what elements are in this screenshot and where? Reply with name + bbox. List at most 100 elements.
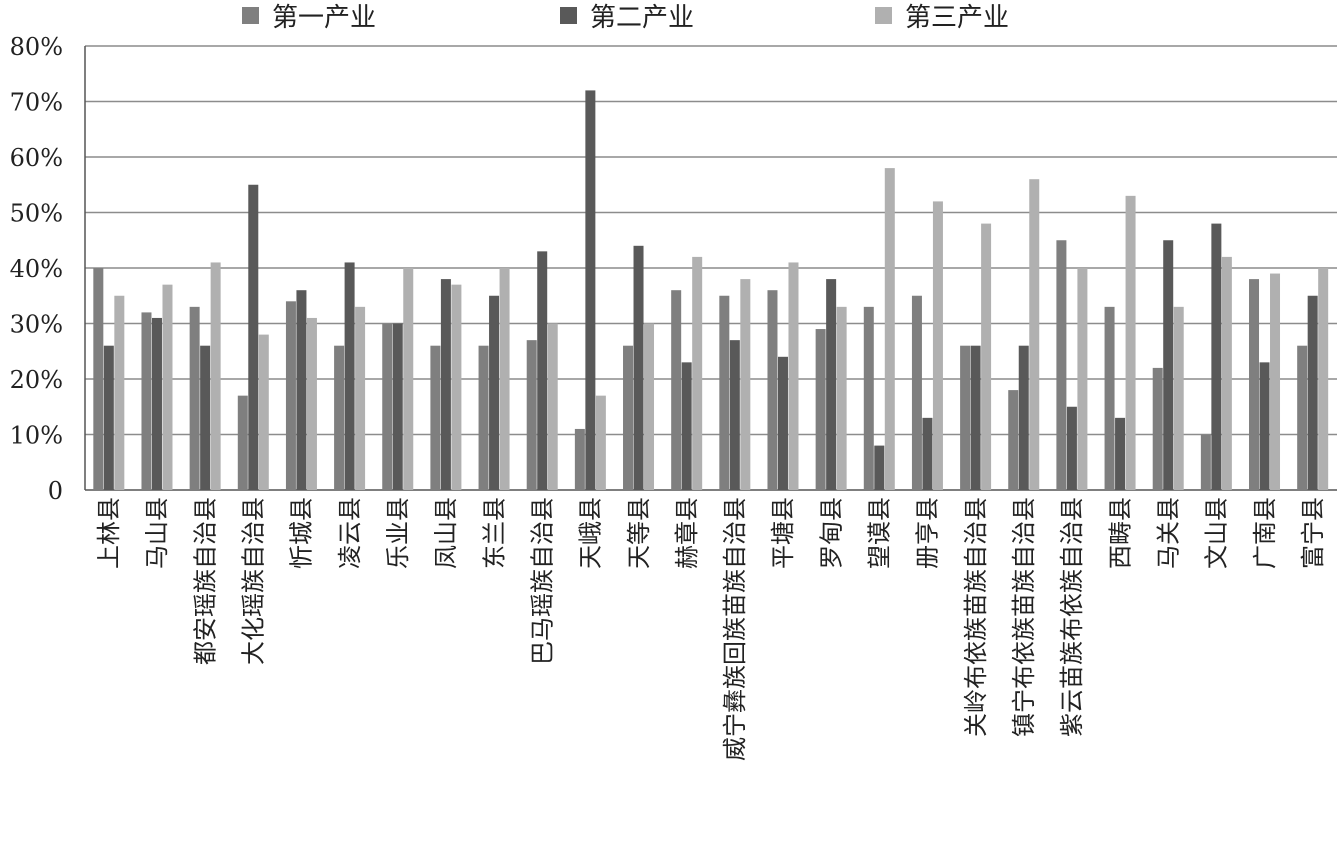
bar-series-1 (574, 428, 585, 490)
bar-series-3 (1221, 256, 1232, 490)
bar-series-3 (836, 306, 847, 490)
bar-series-1 (719, 295, 730, 490)
bar-series-1 (1056, 240, 1067, 490)
bar-series-1 (430, 345, 441, 490)
x-tick-label: 赫章县 (673, 497, 701, 569)
bar-series-2 (633, 245, 644, 490)
legend-label: 第三产业 (905, 3, 1009, 33)
y-tick-label: 60% (10, 144, 63, 172)
bar-series-1 (671, 290, 682, 490)
x-tick-label: 大化瑶族自治县 (240, 497, 268, 665)
bar-series-2 (392, 323, 403, 490)
bar-series-1 (382, 323, 393, 490)
x-tick-label: 关岭布依族苗族自治县 (962, 497, 990, 737)
x-tick-label: 天等县 (625, 497, 653, 569)
bar-series-2 (729, 340, 740, 490)
bar-series-3 (981, 223, 992, 490)
x-tick-label: 西畴县 (1106, 497, 1134, 569)
x-tick-label: 文山县 (1203, 497, 1231, 569)
bar-series-3 (114, 295, 125, 490)
bar-series-1 (526, 340, 537, 490)
legend-label: 第二产业 (590, 3, 694, 33)
x-tick-label: 威宁彝族回族苗族自治县 (721, 497, 749, 761)
bar-series-1 (1152, 367, 1163, 490)
bar-series-2 (826, 279, 837, 490)
y-tick-label: 10% (10, 422, 63, 450)
x-tick-label: 忻城县 (288, 497, 316, 569)
bar-series-1 (478, 345, 489, 490)
x-tick-label: 天峨县 (577, 497, 605, 569)
bar-series-3 (1029, 179, 1040, 490)
legend-swatch (560, 7, 577, 24)
bar-series-3 (547, 323, 558, 490)
bar-series-2 (440, 279, 451, 490)
legend: 第一产业 第二产业 第三产业 (242, 3, 1009, 33)
bar-series-1 (189, 306, 200, 490)
bar-series-1 (1200, 434, 1211, 490)
bar-series-2 (874, 445, 885, 490)
bar-series-2 (1259, 362, 1270, 490)
y-tick-labels: 0 10% 20% 30% 40% 50% 60% 70% 80% (10, 33, 63, 505)
y-tick-label: 50% (10, 200, 63, 228)
x-tick-label: 乐业县 (384, 497, 412, 569)
bar-series-3 (403, 268, 414, 490)
bar-series-2 (1066, 406, 1077, 490)
y-tick-label: 0 (48, 477, 63, 505)
x-tick-label: 马山县 (143, 497, 171, 569)
bar-series-2 (585, 90, 596, 491)
y-tick-label: 70% (10, 89, 63, 117)
bar-series-2 (1163, 240, 1174, 490)
y-tick-label: 80% (10, 33, 63, 61)
bar-series-1 (285, 301, 296, 490)
bar-series-2 (1307, 295, 1318, 490)
bar-series-2 (344, 262, 355, 490)
bar-series-2 (103, 345, 114, 490)
x-tick-label: 册亨县 (914, 497, 942, 569)
x-tick-label: 罗甸县 (817, 497, 845, 569)
bar-series-3 (740, 279, 751, 490)
bar-series-3 (162, 284, 173, 490)
x-tick-label: 巴马瑶族自治县 (528, 497, 556, 665)
bar-series-3 (1077, 268, 1088, 490)
bar-series-1 (93, 268, 104, 490)
bar-series-3 (595, 395, 606, 490)
legend-swatch (242, 7, 259, 24)
bar-series-3 (1318, 268, 1329, 490)
bar-series-1 (623, 345, 634, 490)
bar-series-1 (1297, 345, 1308, 490)
bar-series-3 (1270, 273, 1281, 490)
bars (93, 90, 1329, 491)
bar-series-2 (681, 362, 692, 490)
bar-series-2 (151, 317, 162, 490)
x-tick-label: 广南县 (1251, 497, 1279, 569)
bar-series-2 (200, 345, 211, 490)
bar-series-1 (141, 312, 152, 490)
x-tick-label: 凌云县 (336, 497, 364, 569)
bar-series-3 (692, 256, 703, 490)
x-tick-label: 东兰县 (480, 497, 508, 569)
bar-series-2 (1115, 417, 1126, 490)
bar-series-2 (248, 184, 259, 490)
bar-series-1 (1249, 279, 1260, 490)
bar-series-3 (644, 323, 655, 490)
bar-series-3 (499, 268, 510, 490)
bar-series-1 (911, 295, 922, 490)
gridlines (85, 45, 1337, 436)
bar-series-3 (884, 168, 895, 490)
x-tick-label: 上林县 (95, 497, 123, 569)
bar-series-1 (767, 290, 778, 490)
y-tick-label: 40% (10, 255, 63, 283)
bar-series-2 (296, 290, 307, 490)
x-tick-label: 都安瑶族自治县 (191, 497, 219, 665)
bar-series-1 (1104, 306, 1115, 490)
bar-series-2 (777, 356, 788, 490)
bar-series-3 (210, 262, 221, 490)
bar-series-1 (960, 345, 971, 490)
bar-series-2 (970, 345, 981, 490)
y-tick-label: 30% (10, 311, 63, 339)
bar-series-3 (258, 334, 269, 490)
bar-series-1 (237, 395, 248, 490)
bar-series-2 (489, 295, 500, 490)
bar-series-3 (1173, 306, 1184, 490)
